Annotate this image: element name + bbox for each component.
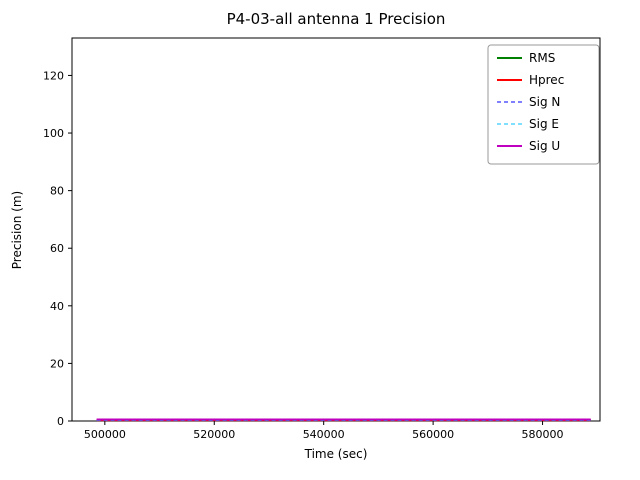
legend-label-sig-e: Sig E <box>529 117 559 131</box>
legend-label-hprec: Hprec <box>529 73 564 87</box>
y-tick-label: 120 <box>43 69 64 82</box>
legend-label-rms: RMS <box>529 51 555 65</box>
x-tick-label: 560000 <box>412 428 454 441</box>
x-tick-label: 520000 <box>193 428 235 441</box>
y-tick-label: 60 <box>50 242 64 255</box>
legend-label-sig-u: Sig U <box>529 139 560 153</box>
y-tick-label: 40 <box>50 300 64 313</box>
x-tick-label: 540000 <box>303 428 345 441</box>
legend-box <box>487 44 600 165</box>
y-tick-label: 0 <box>57 415 64 428</box>
y-tick-label: 100 <box>43 127 64 140</box>
x-tick-label: 500000 <box>84 428 126 441</box>
x-axis-label: Time (sec) <box>304 447 368 461</box>
y-tick-label: 80 <box>50 185 64 198</box>
chart-title: P4-03-all antenna 1 Precision <box>226 10 446 28</box>
x-tick-label: 580000 <box>522 428 564 441</box>
legend-label-sig-n: Sig N <box>529 95 560 109</box>
y-tick-label: 20 <box>50 357 64 370</box>
